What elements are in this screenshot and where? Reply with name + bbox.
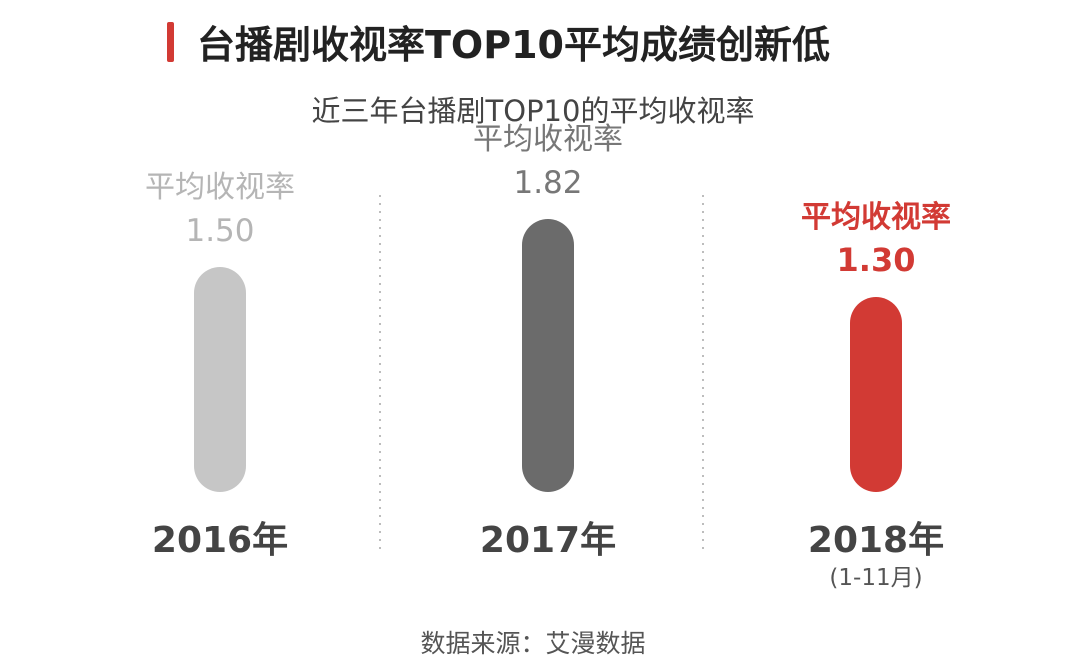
category-note-3: (1-11月) <box>829 565 922 591</box>
data-label-1: 1.50 <box>185 213 254 249</box>
bar-2 <box>522 219 574 492</box>
title-accent-bar <box>167 22 174 62</box>
data-source: 数据来源：艾漫数据 <box>420 629 646 658</box>
data-label-2: 1.82 <box>513 165 582 201</box>
value-label-title-2: 平均收视率 <box>473 122 623 157</box>
value-label-title-3: 平均收视率 <box>801 200 951 235</box>
data-label-3: 1.30 <box>837 241 916 279</box>
bar-1 <box>194 267 246 492</box>
chart-subtitle: 近三年台播剧TOP10的平均收视率 <box>311 94 755 128</box>
category-label-3: 2018年 <box>808 520 944 561</box>
chart-title: 台播剧收视率TOP10平均成绩创新低 <box>197 23 830 67</box>
bar-3 <box>850 297 902 492</box>
category-label-1: 2016年 <box>152 520 288 561</box>
value-label-title-1: 平均收视率 <box>145 170 295 205</box>
category-label-2: 2017年 <box>480 520 616 561</box>
